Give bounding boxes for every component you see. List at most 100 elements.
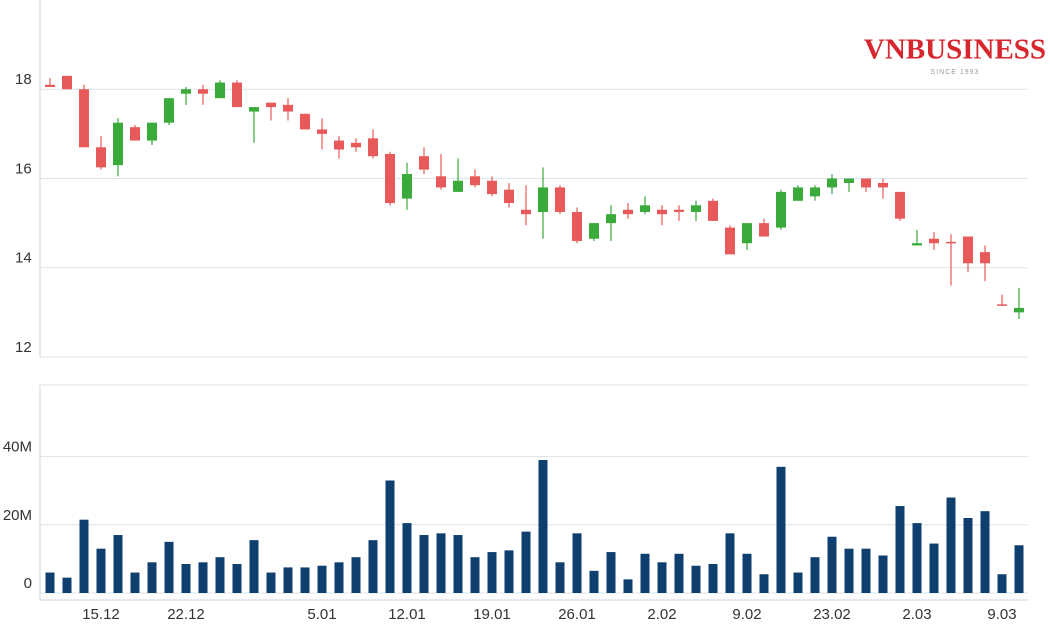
candle-body [827, 178, 837, 188]
candle-body [113, 122, 123, 166]
candle-body [929, 238, 939, 244]
candle-body [181, 89, 191, 94]
volume-bar [776, 466, 786, 593]
x-tick-label: 23.02 [813, 606, 851, 623]
x-tick-label: 19.01 [473, 606, 511, 623]
candle-body [215, 82, 225, 99]
volume-bar [997, 574, 1007, 593]
volume-bar [1014, 545, 1024, 593]
y-tick-label: 20M [3, 507, 32, 524]
candle-body [555, 187, 565, 212]
candle-body [1014, 307, 1024, 313]
candle-body [861, 178, 871, 188]
volume-bar [45, 572, 55, 593]
logo-tagline: SINCE 1993 [931, 69, 980, 76]
volume-bar [742, 553, 752, 593]
volume-bar [640, 553, 650, 593]
volume-bar [334, 562, 344, 593]
candle-body [62, 75, 72, 90]
volume-bar [215, 557, 225, 593]
volume-bar [708, 564, 718, 593]
candle-body [96, 147, 106, 168]
volume-bar [827, 536, 837, 593]
candle-body [793, 187, 803, 201]
volume-bar [62, 577, 72, 593]
candle-body [419, 156, 429, 170]
x-tick-label: 15.12 [82, 606, 120, 623]
volume-bar [181, 564, 191, 593]
candle-body [963, 236, 973, 264]
volume-bar [419, 535, 429, 593]
candle-body [759, 223, 769, 237]
volume-bar [589, 570, 599, 593]
candle-body [232, 82, 242, 108]
volume-bar [164, 541, 174, 593]
candle-body [521, 209, 531, 215]
volume-bar [147, 562, 157, 593]
candle-body [436, 176, 446, 188]
y-tick-label: 14 [15, 250, 32, 267]
x-tick-label: 12.01 [388, 606, 426, 623]
x-tick-label: 5.01 [307, 606, 336, 623]
candle-body [946, 241, 956, 244]
candle-body [470, 176, 480, 186]
volume-bar [759, 574, 769, 593]
candle-body [45, 84, 55, 88]
volume-bar [96, 548, 106, 593]
volume-bar [470, 557, 480, 593]
y-tick-label: 40M [3, 439, 32, 456]
volume-bar [691, 565, 701, 593]
volume-bar [623, 579, 633, 593]
candle-body [249, 107, 259, 112]
candle-body [334, 140, 344, 150]
volume-bar [521, 531, 531, 593]
candle-body [487, 180, 497, 195]
x-tick-label: 22.12 [167, 606, 205, 623]
logo: VNBUSINESS [864, 34, 1046, 66]
volume-bar [402, 523, 412, 593]
candle-body [402, 174, 412, 199]
candle-body [810, 187, 820, 197]
x-tick-label: 2.03 [902, 606, 931, 623]
candle-body [538, 187, 548, 212]
volume-bar [878, 555, 888, 593]
candle-body [147, 122, 157, 141]
volume-bar [504, 550, 514, 593]
volume-bar [453, 535, 463, 593]
candle-body [164, 98, 174, 123]
candle-body [351, 142, 361, 148]
x-tick-label: 9.02 [732, 606, 761, 623]
candle-body [844, 178, 854, 183]
volume-bar [538, 460, 548, 593]
volume-bar [674, 553, 684, 593]
candle-body [878, 182, 888, 188]
candle-body [266, 102, 276, 108]
candle-body [283, 104, 293, 112]
volume-bar [844, 548, 854, 593]
volume-bar [368, 540, 378, 593]
volume-bar [300, 567, 310, 593]
candle-body [691, 205, 701, 212]
volume-bar [283, 567, 293, 593]
candle-body [912, 243, 922, 246]
volume-bar [198, 562, 208, 593]
volume-bar [79, 519, 89, 593]
candle-body [317, 129, 327, 134]
candle-body [657, 209, 667, 215]
candle-body [79, 89, 89, 148]
volume-bar [113, 535, 123, 593]
volume-bar [487, 552, 497, 593]
y-tick-label: 12 [15, 339, 32, 356]
candle-body [776, 191, 786, 228]
candle-body [198, 89, 208, 94]
volume-bar [249, 540, 259, 593]
candle-body [385, 153, 395, 204]
candle-body [640, 205, 650, 212]
volume-bar [895, 506, 905, 593]
volume-bar [946, 497, 956, 593]
candle-body [623, 209, 633, 215]
volume-bar [657, 562, 667, 593]
y-tick-label: 18 [15, 71, 32, 88]
volume-bar [317, 565, 327, 593]
x-tick-label: 9.03 [987, 606, 1016, 623]
